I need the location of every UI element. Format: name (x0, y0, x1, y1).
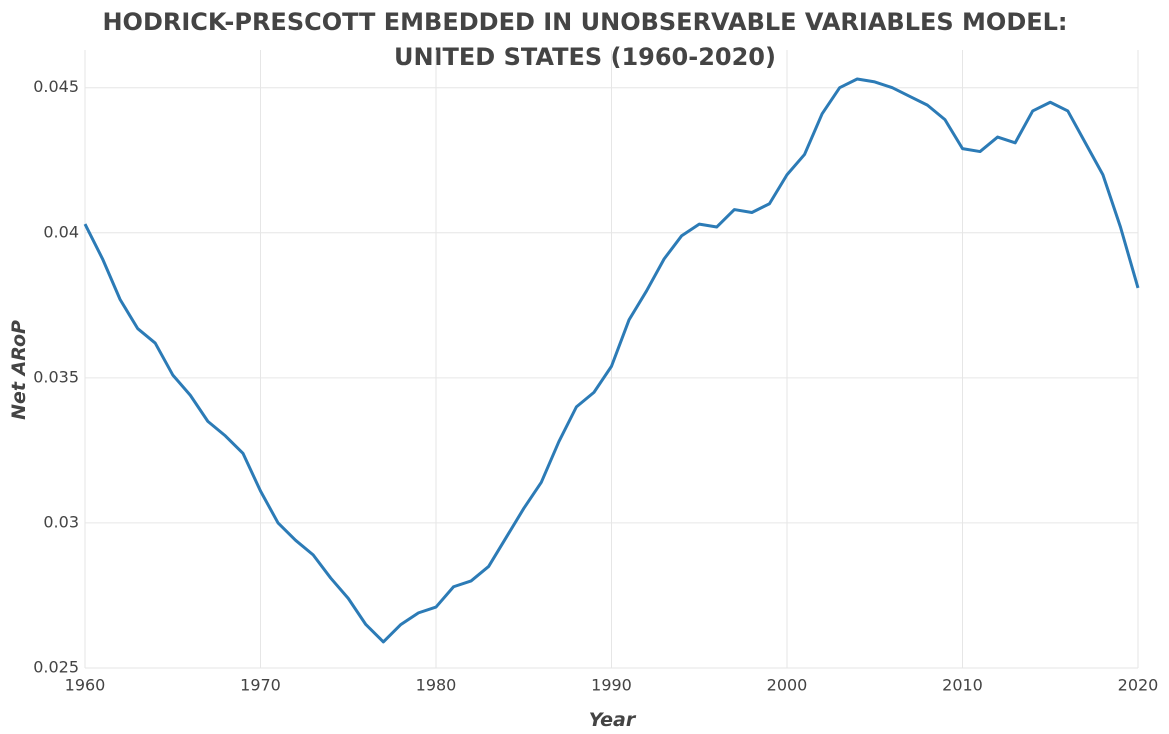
y-tick-label: 0.025 (33, 658, 79, 677)
data-line (83, 77, 1140, 644)
y-tick-label: 0.04 (43, 222, 79, 241)
x-tick-label: 2000 (767, 676, 808, 695)
x-tick-label: 1990 (591, 676, 632, 695)
x-tick-label: 1960 (65, 676, 106, 695)
y-tick-label: 0.045 (33, 77, 79, 96)
x-tick-label: 1970 (240, 676, 281, 695)
y-axis-label: Net ARoP (8, 320, 30, 420)
y-tick-label: 0.035 (33, 367, 79, 386)
x-tick-label: 2010 (942, 676, 983, 695)
y-tick-label: 0.03 (43, 512, 79, 531)
x-tick-label: 2020 (1118, 676, 1159, 695)
chart-title: UNITED STATES (1960-2020) (394, 43, 776, 71)
chart-title: HODRICK-PRESCOTT EMBEDDED IN UNOBSERVABL… (102, 8, 1067, 36)
x-tick-label: 1980 (416, 676, 457, 695)
x-axis-label: Year (589, 709, 637, 731)
